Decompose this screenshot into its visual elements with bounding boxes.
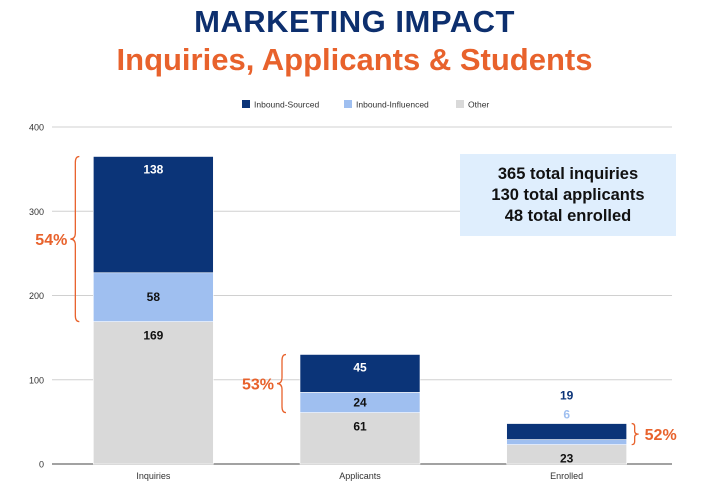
legend-swatch bbox=[242, 100, 250, 108]
bar-segment bbox=[299, 354, 421, 393]
data-label: 58 bbox=[147, 290, 161, 304]
legend-swatch bbox=[344, 100, 352, 108]
summary-box: 365 total inquiries 130 total applicants… bbox=[460, 154, 676, 236]
x-tick-label: Inquiries bbox=[136, 471, 171, 481]
y-tick-label: 100 bbox=[29, 375, 44, 385]
legend-swatch bbox=[456, 100, 464, 108]
chart-title: MARKETING IMPACT bbox=[194, 4, 515, 39]
bracket-percent-label: 52% bbox=[645, 427, 677, 444]
bar-segment bbox=[506, 439, 627, 445]
y-tick-label: 0 bbox=[39, 460, 44, 470]
y-tick-label: 400 bbox=[29, 123, 44, 133]
data-label: 23 bbox=[560, 452, 574, 466]
bar-segment bbox=[506, 423, 627, 440]
summary-applicants: 130 total applicants bbox=[491, 186, 645, 204]
bracket bbox=[631, 422, 639, 446]
data-label: 138 bbox=[143, 162, 163, 176]
y-tick-label: 300 bbox=[29, 207, 44, 217]
bar-segment bbox=[299, 412, 421, 465]
data-label: 169 bbox=[143, 329, 163, 343]
x-tick-label: Applicants bbox=[339, 471, 381, 481]
legend-label: Inbound-Influenced bbox=[356, 100, 429, 110]
legend-label: Inbound-Sourced bbox=[254, 100, 319, 110]
data-label: 19 bbox=[560, 389, 574, 403]
x-tick-label: Enrolled bbox=[550, 471, 583, 481]
legend-label: Other bbox=[468, 100, 489, 110]
data-label: 61 bbox=[353, 420, 367, 434]
data-label: 24 bbox=[353, 395, 367, 409]
bracket-percent-label: 53% bbox=[242, 377, 274, 394]
data-label: 6 bbox=[563, 408, 570, 422]
summary-enrolled: 48 total enrolled bbox=[504, 207, 632, 225]
summary-inquiries: 365 total inquiries bbox=[497, 165, 639, 183]
y-tick-label: 200 bbox=[29, 291, 44, 301]
bracket bbox=[276, 353, 287, 414]
bracket bbox=[70, 155, 80, 323]
bracket-percent-label: 54% bbox=[35, 232, 67, 249]
chart-subtitle: Inquiries, Applicants & Students bbox=[116, 42, 593, 77]
bar-segment bbox=[93, 321, 214, 465]
bar-segment bbox=[93, 156, 214, 274]
data-label: 45 bbox=[353, 360, 367, 374]
bar-segment bbox=[93, 272, 214, 322]
